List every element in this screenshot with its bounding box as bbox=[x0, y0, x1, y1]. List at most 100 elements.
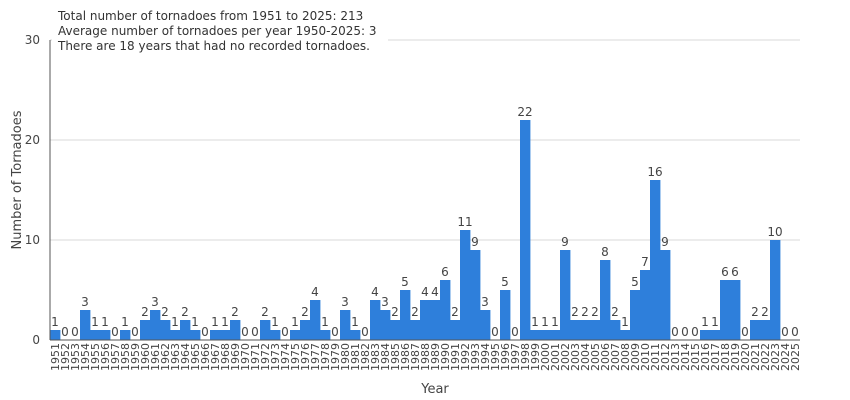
x-tick-label-1982: 1982 bbox=[359, 343, 372, 371]
x-tick-label-1988: 1988 bbox=[419, 343, 432, 371]
data-label-1955: 1 bbox=[91, 315, 99, 329]
x-tick-label-1995: 1995 bbox=[489, 343, 502, 371]
bar-1965 bbox=[190, 330, 201, 340]
data-label-1964: 2 bbox=[181, 305, 189, 319]
data-label-2023: 10 bbox=[767, 225, 782, 239]
data-label-2013: 0 bbox=[671, 325, 679, 339]
bar-2000 bbox=[540, 330, 551, 340]
x-tick-label-2023: 2023 bbox=[769, 343, 782, 371]
data-label-1966: 0 bbox=[201, 325, 209, 339]
x-tick-label-2012: 2012 bbox=[659, 343, 672, 371]
x-tick-label-1989: 1989 bbox=[429, 343, 442, 371]
data-label-2008: 1 bbox=[621, 315, 629, 329]
bar-2018 bbox=[720, 280, 731, 340]
x-tick-label-2011: 2011 bbox=[649, 343, 662, 371]
bar-1991 bbox=[450, 320, 461, 340]
x-tick-label-1996: 1996 bbox=[499, 343, 512, 371]
bar-2016 bbox=[700, 330, 711, 340]
x-tick-label-1980: 1980 bbox=[339, 343, 352, 371]
x-tick-label-1958: 1958 bbox=[119, 343, 132, 371]
bar-series bbox=[50, 120, 781, 340]
x-tick-label-1954: 1954 bbox=[79, 343, 92, 371]
data-label-1961: 3 bbox=[151, 295, 159, 309]
bar-1984 bbox=[380, 310, 391, 340]
bar-1990 bbox=[440, 280, 451, 340]
data-label-1982: 0 bbox=[361, 325, 369, 339]
bar-2011 bbox=[650, 180, 661, 340]
x-tick-label-2016: 2016 bbox=[699, 343, 712, 371]
x-axis-title: Year bbox=[420, 382, 449, 397]
x-tick-label-1979: 1979 bbox=[329, 343, 342, 371]
data-label-2019: 6 bbox=[731, 265, 739, 279]
bar-1967 bbox=[210, 330, 221, 340]
x-tick-label-1955: 1955 bbox=[89, 343, 102, 371]
data-label-1984: 3 bbox=[381, 295, 389, 309]
data-label-1967: 1 bbox=[211, 315, 219, 329]
data-label-2003: 2 bbox=[571, 305, 579, 319]
x-tick-label-1962: 1962 bbox=[159, 343, 172, 371]
x-tick-label-2022: 2022 bbox=[759, 343, 772, 371]
y-tick-label: 20 bbox=[25, 133, 40, 147]
data-label-1958: 1 bbox=[121, 315, 129, 329]
data-label-1959: 0 bbox=[131, 325, 139, 339]
data-label-1954: 3 bbox=[81, 295, 89, 309]
x-tick-label-1981: 1981 bbox=[349, 343, 362, 371]
bar-1988 bbox=[420, 300, 431, 340]
bar-2012 bbox=[660, 250, 671, 340]
bar-2019 bbox=[730, 280, 741, 340]
x-tick-label-2025: 2025 bbox=[789, 343, 802, 371]
data-label-2018: 6 bbox=[721, 265, 729, 279]
data-label-2015: 0 bbox=[691, 325, 699, 339]
x-tick-label-1971: 1971 bbox=[249, 343, 262, 371]
x-tick-label-1951: 1951 bbox=[49, 343, 62, 371]
x-tick-label-2006: 2006 bbox=[599, 343, 612, 371]
data-label-1973: 1 bbox=[271, 315, 279, 329]
bar-2017 bbox=[710, 330, 721, 340]
data-label-1960: 2 bbox=[141, 305, 149, 319]
x-tick-label-1964: 1964 bbox=[179, 343, 192, 371]
data-label-2011: 16 bbox=[647, 165, 662, 179]
data-label-1990: 6 bbox=[441, 265, 449, 279]
data-label-1989: 4 bbox=[431, 285, 439, 299]
y-tick-label: 30 bbox=[25, 33, 40, 47]
annotation-average: Average number of tornadoes per year 195… bbox=[58, 24, 377, 38]
bar-2004 bbox=[580, 320, 591, 340]
bar-2022 bbox=[760, 320, 771, 340]
y-tick-label: 10 bbox=[25, 233, 40, 247]
bar-1989 bbox=[430, 300, 441, 340]
x-tick-label-1974: 1974 bbox=[279, 343, 292, 371]
x-tick-label-1975: 1975 bbox=[289, 343, 302, 371]
bar-1986 bbox=[400, 290, 411, 340]
x-tick-label-1973: 1973 bbox=[269, 343, 282, 371]
x-tick-label-1968: 1968 bbox=[219, 343, 232, 371]
x-tick-label-1983: 1983 bbox=[369, 343, 382, 371]
bar-2005 bbox=[590, 320, 601, 340]
x-tick-label-1993: 1993 bbox=[469, 343, 482, 371]
data-label-2025: 0 bbox=[791, 325, 799, 339]
x-tick-label-1970: 1970 bbox=[239, 343, 252, 371]
annotation-total: Total number of tornadoes from 1951 to 2… bbox=[58, 9, 364, 23]
data-label-1965: 1 bbox=[191, 315, 199, 329]
x-tick-label-1986: 1986 bbox=[399, 343, 412, 371]
x-tick-label-2019: 2019 bbox=[729, 343, 742, 371]
bar-1964 bbox=[180, 320, 191, 340]
x-tick-label-1959: 1959 bbox=[129, 343, 142, 371]
data-label-2010: 7 bbox=[641, 255, 649, 269]
bar-1961 bbox=[150, 310, 161, 340]
x-tick-label-1967: 1967 bbox=[209, 343, 222, 371]
bar-2008 bbox=[620, 330, 631, 340]
y-tick-label: 0 bbox=[32, 333, 40, 347]
data-label-1976: 2 bbox=[301, 305, 309, 319]
x-tick-label-2002: 2002 bbox=[559, 343, 572, 371]
x-tick-label-2009: 2009 bbox=[629, 343, 642, 371]
data-label-2007: 2 bbox=[611, 305, 619, 319]
x-tick-label-1985: 1985 bbox=[389, 343, 402, 371]
data-label-2004: 2 bbox=[581, 305, 589, 319]
bar-2002 bbox=[560, 250, 571, 340]
data-label-1952: 0 bbox=[61, 325, 69, 339]
data-label-1971: 0 bbox=[251, 325, 259, 339]
data-label-1951: 1 bbox=[51, 315, 59, 329]
data-label-2012: 9 bbox=[661, 235, 669, 249]
